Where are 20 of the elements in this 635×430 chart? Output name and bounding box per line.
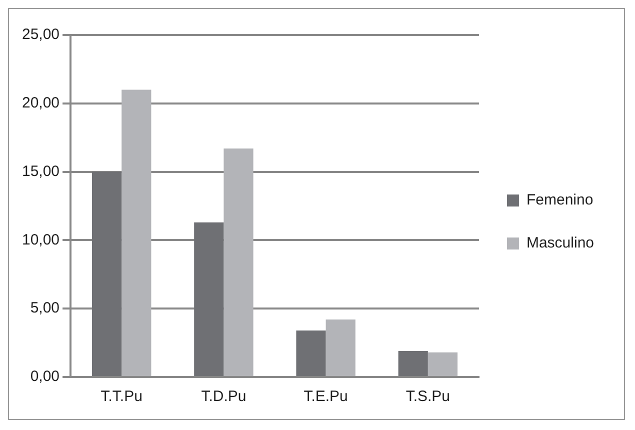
bar	[122, 90, 152, 376]
bar	[194, 222, 224, 376]
bar	[398, 351, 428, 376]
legend-label: Femenino	[526, 192, 594, 209]
x-tick-label: T.T.Pu	[100, 388, 142, 406]
bar	[92, 172, 122, 376]
y-tick-label: 5,00	[30, 300, 60, 317]
y-tick-label: 15,00	[22, 162, 60, 180]
bar	[296, 330, 326, 376]
bar	[224, 148, 254, 376]
bar	[428, 352, 458, 376]
y-tick-label: 0,00	[30, 368, 60, 386]
x-tick-label: T.D.Pu	[201, 388, 246, 406]
y-tick-label: 25,00	[22, 26, 60, 44]
y-tick-label: 10,00	[22, 231, 60, 248]
y-tick-label: 20,00	[22, 94, 60, 112]
legend-label: Masculino	[526, 234, 594, 252]
x-tick-label: T.E.Pu	[304, 388, 348, 406]
bar	[326, 320, 356, 376]
x-tick-label: T.S.Pu	[406, 388, 450, 406]
